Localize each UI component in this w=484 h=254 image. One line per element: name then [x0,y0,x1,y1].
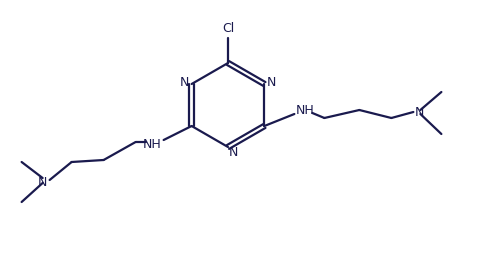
Text: NH: NH [295,104,314,118]
Text: N: N [228,147,237,160]
Text: N: N [266,75,275,88]
Text: NH: NH [142,137,161,151]
Text: N: N [414,105,423,119]
Text: N: N [38,176,47,188]
Text: Cl: Cl [221,23,234,36]
Text: N: N [180,75,189,88]
